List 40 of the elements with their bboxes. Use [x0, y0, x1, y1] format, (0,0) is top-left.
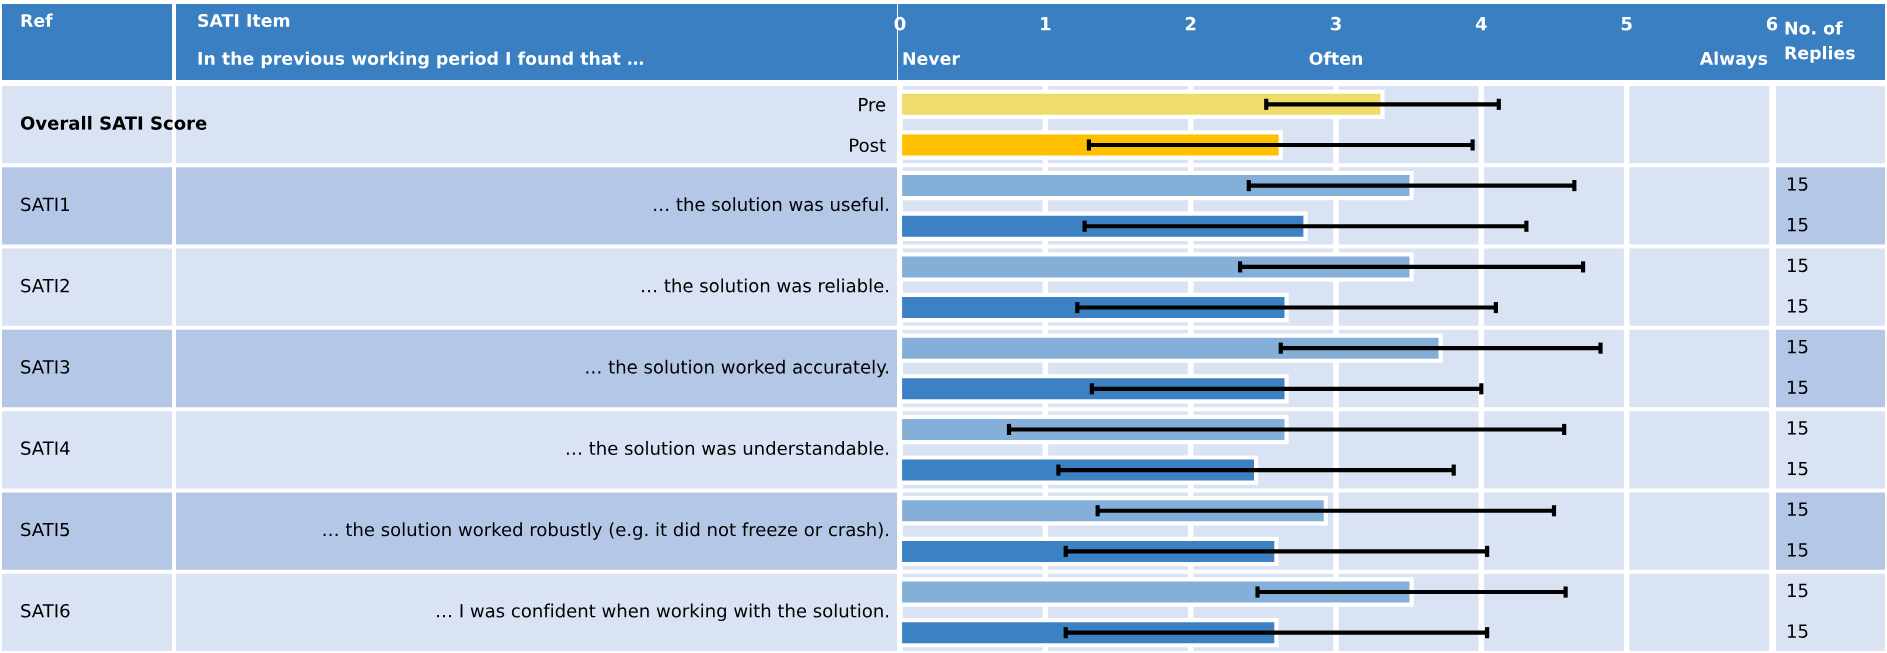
x-tick-label: 3: [1330, 16, 1341, 31]
y-tick-label: Post: [850, 138, 886, 153]
text: 15: [1787, 461, 1808, 476]
x-tick-label: 6: [1766, 16, 1778, 31]
text: Always: [1699, 51, 1768, 69]
text: SATI2: [21, 278, 69, 293]
text: 15: [1787, 218, 1808, 232]
text: Ref: [21, 13, 53, 28]
text: 15: [1787, 583, 1808, 598]
text: 15: [1787, 299, 1808, 313]
text: SATI6: [21, 603, 70, 618]
text: SATI Item: [198, 13, 290, 28]
text: 15: [1787, 624, 1808, 638]
text: … the solution was reliable.: [642, 278, 889, 293]
text: 15: [1787, 258, 1808, 273]
text: 15: [1787, 543, 1808, 557]
text: 15: [1787, 380, 1808, 395]
text: Often: [1309, 51, 1363, 66]
text: SATI4: [21, 441, 70, 456]
text: Overall SATI Score: [20, 115, 207, 130]
y-tick-label: Pre: [859, 98, 886, 112]
text: 15: [1787, 177, 1808, 191]
text: In the previous working period I found that …: [198, 51, 643, 69]
text: SATI5: [21, 522, 70, 537]
text: … the solution was understandable.: [566, 441, 889, 456]
text: … the solution worked accurately.: [586, 359, 889, 378]
text: 15: [1787, 340, 1808, 354]
text: Never: [903, 52, 960, 66]
text: No. of Replies: [1785, 21, 1855, 63]
x-tick-label: 2: [1185, 16, 1196, 31]
text: 15: [1787, 421, 1808, 435]
text: 15: [1787, 502, 1808, 516]
x-tick-label: 1: [1041, 17, 1051, 31]
x-tick-label: 5: [1621, 17, 1632, 31]
x-tick-label: 4: [1475, 17, 1487, 31]
text: … the solution was useful.: [654, 197, 889, 212]
text: SATI1: [21, 197, 69, 212]
text: SATI3: [21, 360, 70, 374]
text: … the solution worked robustly (e.g. it did not freeze or crash).: [323, 522, 889, 540]
text: … I was confident when working with the solution.: [437, 603, 889, 622]
